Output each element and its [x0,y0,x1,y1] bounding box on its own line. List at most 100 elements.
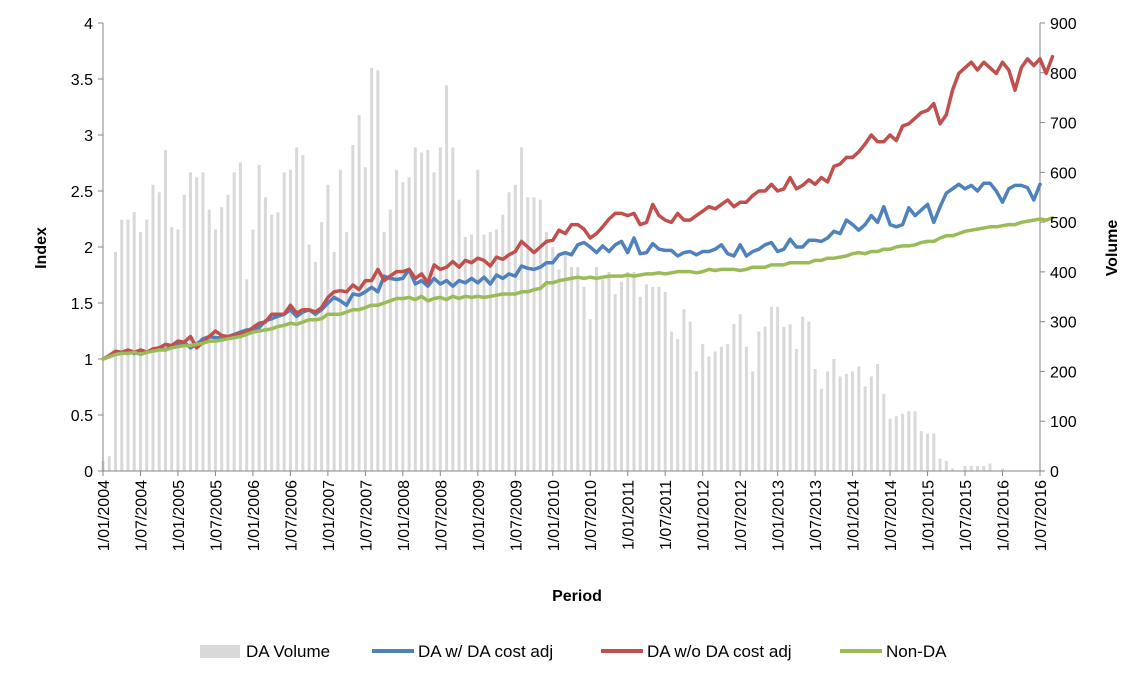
volume-bar [195,177,199,472]
volume-bar [807,321,811,471]
x-tick-label: 1/01/2014 [846,480,863,551]
volume-bar [576,266,580,471]
volume-bar [788,324,792,471]
volume-bar [926,433,930,471]
y-left-tick-label: 1.5 [71,296,93,313]
volume-bar [988,463,992,471]
legend-swatch-bar [200,645,240,658]
volume-bar [932,433,936,471]
volume-bar [545,232,549,471]
volume-bar [651,286,655,471]
volume-bar [738,314,742,471]
volume-bar [907,411,911,471]
volume-bar [769,306,773,471]
volume-bar [357,115,361,471]
volume-bar [888,418,892,471]
y-right-tick-label: 500 [1050,215,1077,232]
x-tick-label: 1/07/2015 [958,480,975,551]
volume-bar [763,326,767,471]
x-tick-label: 1/01/2007 [321,480,338,551]
volume-bar [601,279,605,471]
x-tick-label: 1/01/2005 [171,480,188,551]
x-tick-label: 1/01/2008 [396,480,413,551]
volume-bar [213,229,217,471]
volume-bar [501,214,505,471]
volume-bar [413,147,417,471]
volume-bar [557,269,561,471]
legend-label: DA w/o DA cost adj [647,642,792,661]
x-tick-label: 1/07/2008 [433,480,450,551]
index-lines [101,54,1055,361]
volume-bar [182,194,186,471]
volume-bar [632,271,636,471]
volume-bar [245,279,249,471]
volume-bar [563,251,567,471]
volume-bar [126,219,130,471]
y-right-tick-label: 200 [1050,364,1077,381]
x-tick-label: 1/07/2007 [358,480,375,551]
x-tick-label: 1/07/2009 [508,480,525,551]
y-axis-title-right: Volume [1104,220,1121,277]
y-left-tick-label: 4 [84,16,93,33]
volume-bar [157,192,161,471]
volume-bar [626,271,630,471]
volume-bar [401,182,405,472]
volume-bar [363,167,367,471]
volume-bar [657,286,661,471]
y-left-tick-label: 0.5 [71,408,93,425]
volume-bar [307,244,311,471]
volume-bar [719,346,723,471]
volume-bar [813,368,817,471]
volume-bar [313,261,317,471]
volume-bar [863,386,867,471]
y-right-tick-label: 100 [1050,414,1077,431]
volume-bar [619,281,623,471]
volume-bar [251,229,255,471]
volume-bar [326,184,330,471]
volume-bar [594,266,598,471]
volume-bar [120,219,124,471]
volume-bar [151,184,155,471]
volume-bar [520,147,524,471]
volume-bar [438,147,442,471]
volume-bar [107,456,111,471]
x-tick-label: 1/01/2011 [621,480,638,550]
volume-bar [570,266,573,471]
volume-bar [451,147,455,471]
volume-bar [276,212,280,471]
volume-bar [188,172,192,472]
volume-bar [969,466,973,471]
x-tick-label: 1/01/2015 [921,480,938,551]
volume-bar [832,359,836,471]
volume-bar [638,296,642,471]
volume-bar [463,237,467,471]
volume-bar [457,199,461,471]
volume-bar [857,366,861,471]
y-right-tick-label: 400 [1050,265,1077,282]
volume-bar [345,232,349,471]
volume-bar [145,219,149,471]
y-right-tick-label: 900 [1050,16,1077,33]
x-tick-label: 1/01/2013 [771,480,788,551]
x-tick-label: 1/07/2016 [1033,480,1050,551]
volume-bar [588,319,592,471]
x-tick-label: 1/07/2004 [133,480,150,551]
legend-label: DA Volume [246,642,330,661]
volume-bar [901,413,905,471]
x-tick-label: 1/07/2006 [283,480,300,551]
volume-bar [844,373,848,471]
x-tick-label: 1/07/2005 [208,480,225,551]
volume-bar [526,197,530,471]
volume-bar [919,431,923,471]
y-right-tick-label: 0 [1050,464,1059,481]
x-axis-title: Period [552,588,602,605]
volume-bar [1001,468,1005,471]
series-line [101,181,1042,361]
volume-bar [944,461,948,471]
volume-bar [407,177,411,472]
volume-bar [682,309,686,471]
volume-bar [488,232,492,471]
volume-bar [532,197,536,471]
volume-bar [751,371,755,471]
y-right-tick-label: 800 [1050,66,1077,83]
